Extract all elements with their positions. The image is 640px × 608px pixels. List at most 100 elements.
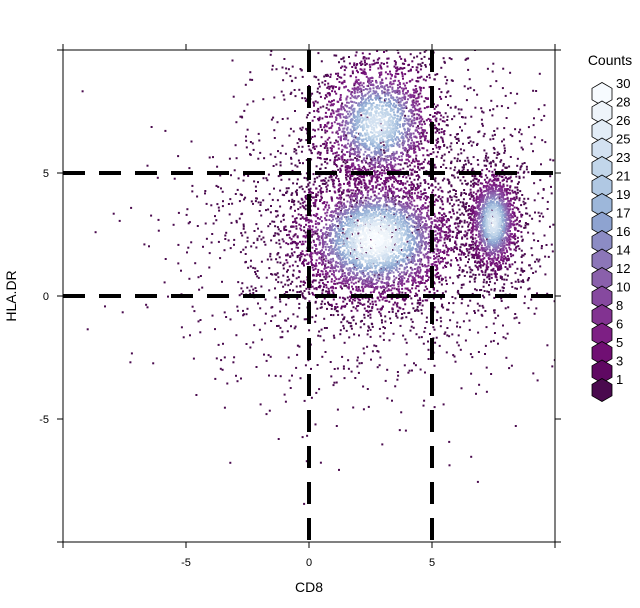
data-point — [482, 285, 485, 288]
data-point — [244, 83, 247, 86]
data-point — [284, 283, 287, 286]
data-point — [417, 166, 420, 169]
data-point — [380, 71, 383, 74]
data-point — [314, 267, 317, 270]
data-point — [489, 260, 492, 263]
data-point — [356, 81, 358, 83]
data-point — [359, 302, 361, 305]
data-point — [444, 112, 447, 115]
data-point — [386, 368, 389, 371]
data-point — [371, 286, 374, 289]
data-point — [468, 328, 471, 331]
data-point — [426, 252, 429, 255]
data-point — [445, 244, 447, 247]
data-point — [482, 185, 485, 187]
data-point — [380, 308, 383, 311]
data-point — [355, 289, 358, 292]
data-point — [440, 320, 443, 323]
data-point — [371, 325, 374, 328]
data-point — [504, 198, 507, 201]
data-point — [143, 243, 146, 246]
data-point — [328, 87, 331, 90]
data-point — [511, 204, 514, 207]
data-point — [445, 261, 448, 264]
data-point — [395, 228, 398, 231]
data-point — [331, 199, 334, 202]
data-point — [433, 364, 436, 367]
data-point — [345, 176, 347, 179]
data-point — [336, 306, 339, 308]
data-point — [291, 200, 293, 203]
data-point — [494, 188, 497, 191]
data-point — [426, 272, 428, 275]
data-point — [511, 263, 514, 266]
data-point — [363, 352, 366, 355]
data-point — [485, 164, 488, 167]
data-point — [434, 223, 437, 226]
data-point — [390, 176, 393, 179]
data-point — [356, 188, 359, 191]
data-point — [433, 282, 436, 285]
data-point — [340, 105, 343, 107]
data-point — [426, 211, 429, 214]
data-point — [324, 263, 327, 266]
data-point — [323, 275, 326, 278]
data-point — [392, 303, 395, 306]
data-point — [284, 152, 287, 155]
data-point — [172, 223, 175, 226]
data-point — [234, 144, 237, 147]
data-point — [283, 393, 286, 396]
data-point — [435, 319, 438, 322]
data-point — [419, 198, 422, 201]
data-point — [385, 204, 388, 207]
data-point — [343, 198, 345, 201]
data-point — [481, 260, 484, 263]
data-point — [475, 195, 478, 198]
data-point — [301, 204, 304, 207]
data-point — [427, 233, 430, 236]
data-point — [297, 213, 300, 216]
data-point — [358, 175, 361, 178]
data-point — [285, 303, 288, 306]
data-point — [347, 286, 350, 289]
data-point — [299, 280, 302, 283]
data-point — [467, 136, 470, 139]
data-point — [485, 251, 488, 254]
data-point — [352, 199, 355, 202]
data-point — [290, 91, 293, 94]
data-point — [323, 297, 326, 300]
data-point — [351, 195, 354, 198]
data-point — [506, 274, 509, 277]
data-point — [497, 268, 500, 271]
data-point — [351, 91, 354, 93]
data-point — [481, 304, 484, 307]
data-point — [376, 350, 379, 352]
data-point — [310, 158, 313, 161]
data-point — [415, 285, 418, 287]
data-point — [492, 62, 495, 65]
data-point — [243, 174, 246, 177]
data-point — [317, 236, 320, 239]
data-point — [460, 220, 463, 223]
data-point — [449, 145, 452, 148]
data-point — [372, 303, 375, 306]
data-point — [328, 100, 330, 103]
data-point — [444, 95, 447, 98]
data-point — [458, 248, 461, 251]
data-point — [343, 80, 346, 83]
data-point — [345, 280, 348, 283]
data-point — [514, 272, 517, 275]
data-point — [368, 298, 371, 301]
data-point — [283, 262, 286, 265]
data-point — [308, 148, 311, 151]
data-point — [487, 156, 490, 159]
data-point — [343, 153, 346, 156]
data-point — [324, 264, 326, 267]
data-point — [297, 200, 300, 203]
data-point — [424, 217, 427, 220]
data-point — [518, 197, 521, 200]
data-point — [420, 162, 423, 165]
data-point — [304, 240, 307, 243]
data-point — [288, 236, 291, 239]
data-point — [477, 244, 480, 247]
